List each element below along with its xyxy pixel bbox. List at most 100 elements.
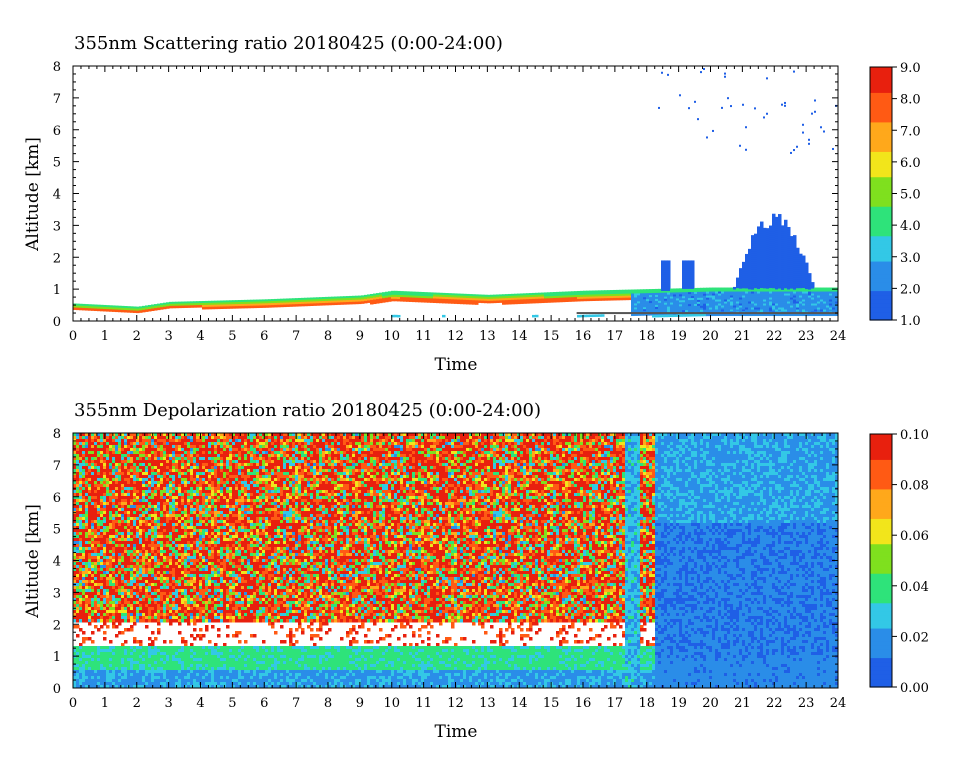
data-cell bbox=[118, 499, 122, 503]
data-cell bbox=[130, 517, 134, 521]
data-cell bbox=[145, 568, 149, 572]
data-cell bbox=[133, 451, 137, 455]
data-cell bbox=[103, 577, 107, 581]
data-cell bbox=[142, 436, 146, 440]
data-cell bbox=[85, 535, 89, 539]
data-cell bbox=[112, 493, 116, 497]
data-cell bbox=[784, 286, 788, 289]
data-cell bbox=[109, 526, 113, 530]
data-cell bbox=[109, 493, 113, 497]
data-cell bbox=[148, 601, 152, 605]
data-cell bbox=[103, 309, 107, 312]
data-cell bbox=[103, 520, 107, 524]
data-cell bbox=[340, 302, 344, 305]
data-cell bbox=[109, 679, 113, 683]
data-cell bbox=[73, 532, 77, 536]
data-cell bbox=[118, 631, 122, 635]
data-cell bbox=[115, 601, 119, 605]
data-cell bbox=[142, 673, 146, 677]
data-cell bbox=[121, 526, 125, 530]
data-cell bbox=[124, 670, 128, 674]
data-cell bbox=[130, 460, 134, 464]
data-cell bbox=[79, 565, 83, 569]
data-cell bbox=[106, 499, 110, 503]
data-cell bbox=[127, 445, 131, 449]
data-cell bbox=[148, 514, 152, 518]
data-cell bbox=[91, 529, 95, 533]
data-cell bbox=[130, 547, 134, 551]
data-cell bbox=[76, 625, 80, 629]
data-cell bbox=[94, 595, 98, 599]
data-cell bbox=[136, 559, 140, 563]
data-cell bbox=[133, 583, 137, 587]
data-cell bbox=[133, 463, 137, 467]
colorbar-segment bbox=[870, 231, 892, 236]
data-cell bbox=[103, 601, 107, 605]
data-cell bbox=[151, 559, 155, 563]
data-cell bbox=[79, 547, 83, 551]
data-cell bbox=[91, 451, 95, 455]
data-cell bbox=[97, 508, 101, 512]
data-cell bbox=[136, 538, 140, 542]
data-cell bbox=[112, 487, 116, 491]
data-cell bbox=[97, 556, 101, 560]
colorbar-segment bbox=[870, 147, 892, 152]
data-cell bbox=[73, 577, 77, 581]
data-cell bbox=[136, 439, 140, 443]
data-cell bbox=[115, 571, 119, 575]
data-cell bbox=[76, 673, 80, 677]
colorbar-segment bbox=[870, 88, 892, 93]
data-cell bbox=[82, 619, 86, 623]
data-cell bbox=[121, 661, 125, 665]
data-cell bbox=[244, 306, 248, 309]
data-cell bbox=[94, 646, 98, 650]
data-cell bbox=[115, 634, 119, 638]
data-cell bbox=[103, 559, 107, 563]
data-cell bbox=[109, 469, 113, 473]
data-cell bbox=[361, 301, 365, 304]
data-cell bbox=[139, 508, 143, 512]
data-cell bbox=[82, 592, 86, 596]
data-cell bbox=[130, 544, 134, 548]
data-cell bbox=[178, 306, 182, 309]
data-cell bbox=[286, 304, 290, 307]
data-cell bbox=[97, 475, 101, 479]
data-cell bbox=[118, 547, 122, 551]
data-cell bbox=[145, 445, 149, 449]
colorbar-tick-label: 5.0 bbox=[900, 188, 921, 203]
data-cell bbox=[586, 299, 590, 302]
data-cell bbox=[76, 478, 80, 482]
data-cell bbox=[124, 538, 128, 542]
data-cell bbox=[94, 607, 98, 611]
data-cell bbox=[109, 487, 113, 491]
data-cell bbox=[88, 445, 92, 449]
data-cell bbox=[130, 472, 134, 476]
data-cell bbox=[127, 490, 131, 494]
data-cell bbox=[145, 442, 149, 446]
data-cell bbox=[298, 304, 302, 307]
data-cell bbox=[133, 310, 137, 313]
data-cell bbox=[79, 475, 83, 479]
data-cell bbox=[88, 613, 92, 617]
data-cell bbox=[109, 481, 113, 485]
data-cell bbox=[133, 445, 137, 449]
data-cell bbox=[73, 499, 77, 503]
data-cell bbox=[133, 673, 137, 677]
data-cell bbox=[79, 652, 83, 656]
data-cell bbox=[124, 655, 128, 659]
data-cell bbox=[133, 502, 137, 506]
data-cell bbox=[76, 544, 80, 548]
data-cell bbox=[112, 520, 116, 524]
data-cell bbox=[133, 466, 137, 470]
data-cell bbox=[133, 571, 137, 575]
data-cell bbox=[139, 451, 143, 455]
data-cell bbox=[103, 511, 107, 515]
data-cell bbox=[73, 490, 77, 494]
data-cell bbox=[811, 113, 813, 115]
data-cell bbox=[106, 490, 110, 494]
data-cell bbox=[130, 586, 134, 590]
data-cell bbox=[100, 661, 104, 665]
data-cell bbox=[142, 649, 146, 653]
data-cell bbox=[280, 305, 284, 308]
data-cell bbox=[145, 547, 149, 551]
